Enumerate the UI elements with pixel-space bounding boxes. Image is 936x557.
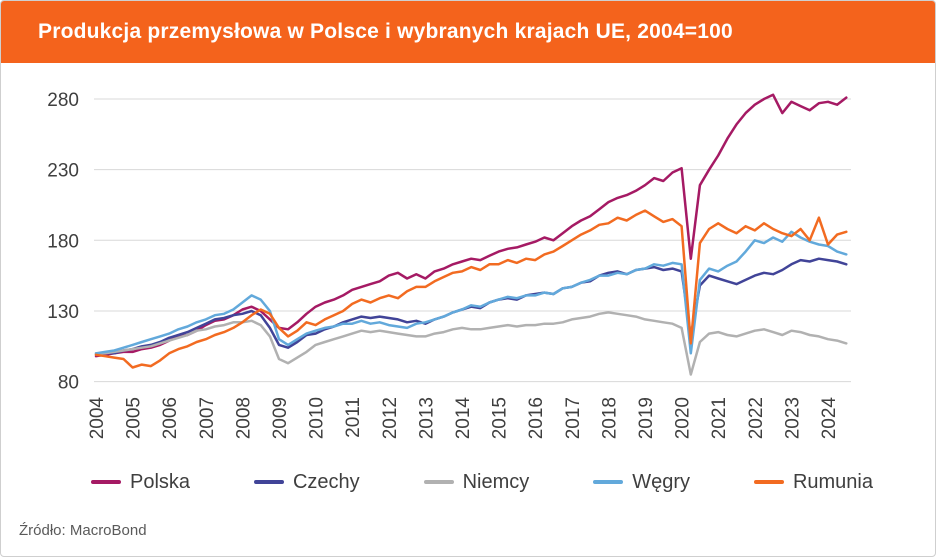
legend-label: Rumunia: [792, 470, 873, 493]
chart-legend: Polska Czechy Niemcy Węgry Rumunia: [1, 459, 935, 505]
legend-label: Niemcy: [462, 470, 530, 493]
chart-header: Produkcja przemysłowa w Polsce i wybrany…: [1, 1, 935, 63]
x-tick-label: 2021: [709, 397, 730, 439]
source-label: Źródło: MacroBond: [19, 522, 147, 539]
x-tick-label: 2023: [782, 397, 803, 439]
legend-swatch-rumunia: [753, 480, 784, 484]
legend-item-niemcy: Niemcy: [423, 470, 530, 494]
x-tick-label: 2020: [673, 397, 694, 439]
x-tick-label: 2018: [599, 397, 620, 439]
series-line-czechy: [94, 257, 848, 357]
y-tick-label: 230: [47, 161, 79, 182]
x-tick-label: 2019: [636, 397, 657, 439]
source-row: Źródło: MacroBond: [1, 505, 935, 556]
legend-label: Węgry: [632, 470, 691, 493]
y-tick-label: 180: [47, 231, 79, 252]
legend-item-rumunia: Rumunia: [753, 470, 873, 494]
x-tick-label: 2022: [746, 397, 767, 439]
y-tick-label: 280: [47, 90, 79, 111]
x-tick-label: 2005: [124, 397, 145, 439]
x-tick-label: 2014: [453, 397, 474, 440]
x-tick-label: 2012: [380, 397, 401, 439]
x-tick-label: 2009: [270, 397, 291, 439]
legend-item-polska: Polska: [91, 471, 190, 494]
legend-swatch-czechy: [253, 480, 284, 484]
legend-label: Czechy: [292, 470, 360, 493]
series-line-węgry: [94, 230, 848, 355]
x-tick-label: 2010: [307, 397, 328, 439]
chart-title: Produkcja przemysłowa w Polsce i wybrany…: [38, 20, 733, 43]
x-tick-label: 2008: [233, 397, 254, 439]
x-tick-label: 2007: [197, 397, 218, 439]
legend-label: Polska: [130, 470, 191, 493]
legend-item-czechy: Czechy: [253, 470, 360, 494]
y-tick-label: 80: [58, 373, 79, 394]
y-tick-label: 130: [47, 302, 79, 323]
x-tick-label: 2006: [160, 397, 181, 439]
legend-swatch-polska: [91, 480, 121, 484]
line-chart: 80 130 180 230 280 2004 2005 2006 2007 2008 2009 20…: [47, 90, 851, 440]
legend-item-węgry: Węgry: [593, 471, 690, 494]
x-tick-label: 2017: [563, 397, 584, 439]
series-line-niemcy: [94, 311, 848, 376]
series-line-polska: [94, 93, 848, 358]
x-tick-label: 2011: [343, 397, 364, 438]
x-tick-label: 2004: [87, 397, 108, 440]
chart-area: 80 130 180 230 280 2004 2005 2006 2007 2008 2009 20…: [1, 63, 935, 459]
legend-swatch-niemcy: [423, 480, 454, 484]
legend-swatch-węgry: [593, 480, 624, 484]
x-tick-label: 2013: [416, 397, 437, 439]
x-tick-label: 2016: [526, 397, 547, 439]
series-line-rumunia: [94, 209, 848, 369]
x-tick-label: 2024: [819, 397, 840, 440]
x-tick-label: 2015: [490, 397, 511, 439]
